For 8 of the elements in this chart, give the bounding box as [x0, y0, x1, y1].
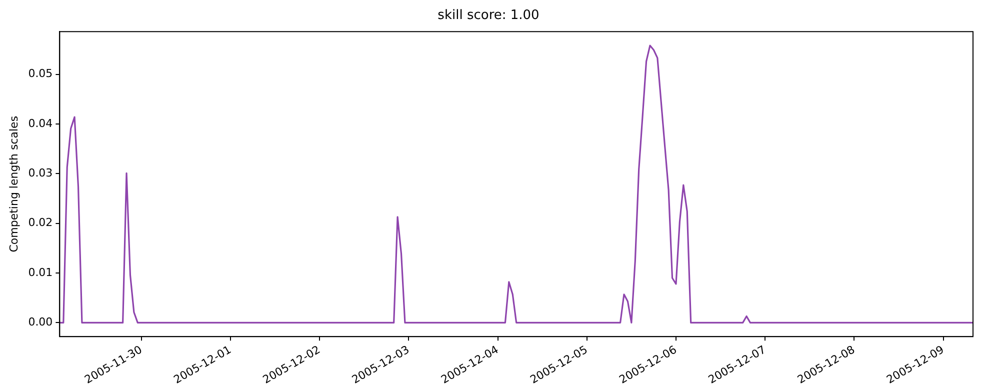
- chart-title: skill score: 1.00: [438, 8, 540, 24]
- y-tick-label: 0.02: [28, 216, 53, 230]
- y-tick-label: 0.00: [28, 316, 53, 329]
- y-axis-title: Competing length scales: [7, 116, 20, 252]
- y-tick-label: 0.05: [28, 67, 53, 80]
- y-tick-label: 0.04: [28, 116, 53, 130]
- y-tick-label: 0.03: [28, 166, 53, 180]
- y-tick-label: 0.01: [28, 266, 53, 279]
